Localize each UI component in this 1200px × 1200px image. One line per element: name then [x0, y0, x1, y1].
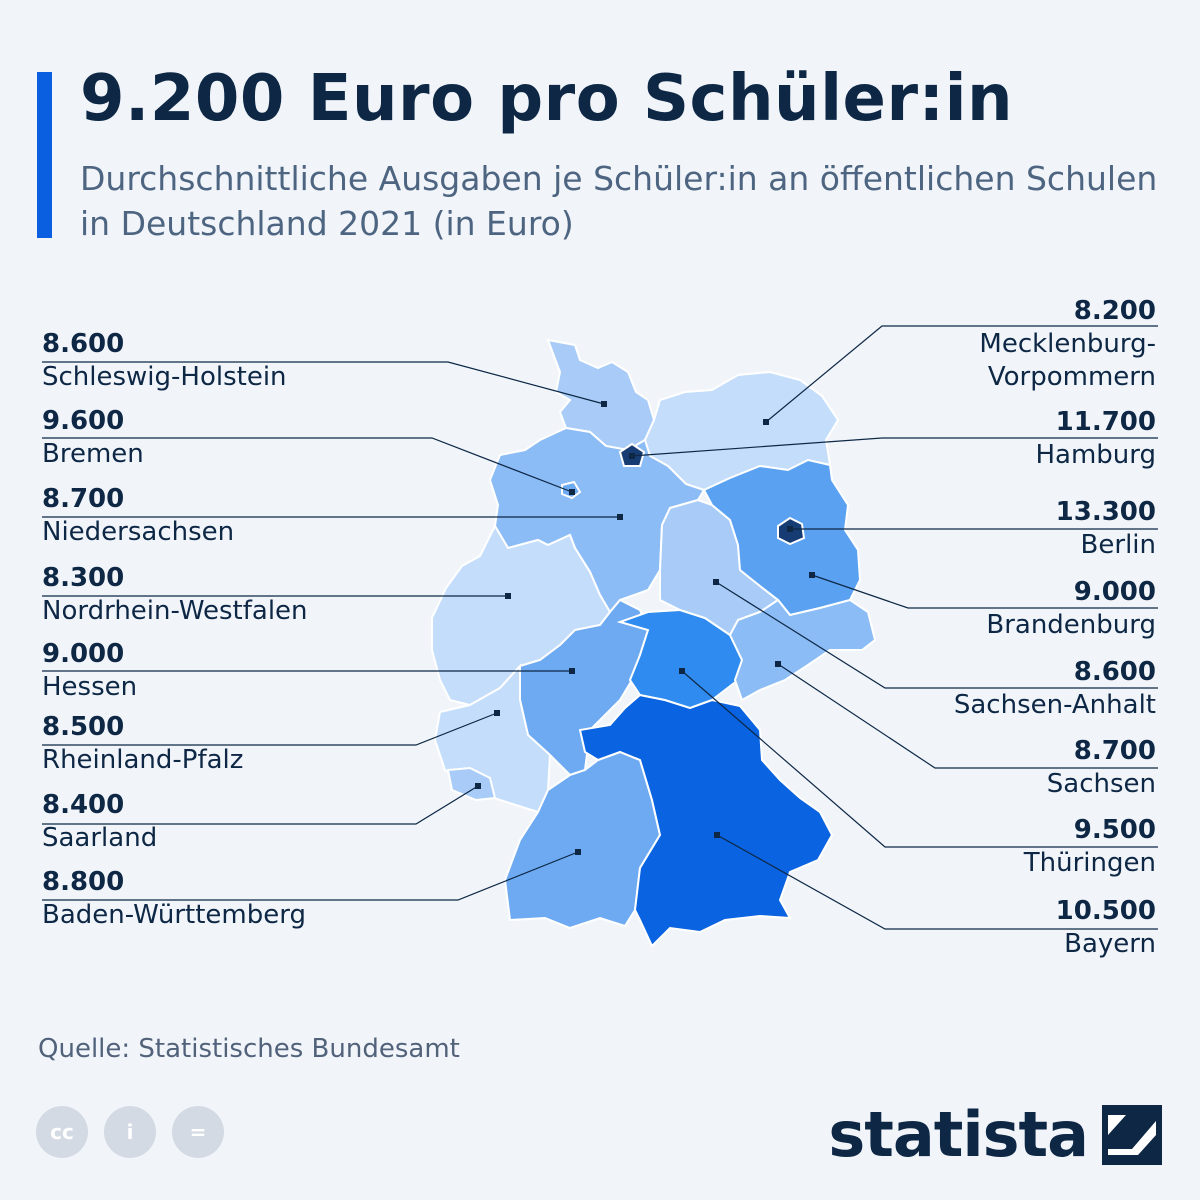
leader-hamburg — [631, 437, 1158, 457]
name-bayern: Bayern — [1064, 929, 1156, 959]
statista-logo[interactable]: statista — [828, 1098, 1162, 1171]
name-sachsen: Sachsen — [1046, 769, 1156, 799]
dot-bayern — [714, 832, 720, 838]
label-niedersachsen: 8.700 Niedersachsen — [42, 483, 234, 549]
label-sachsen-anhalt: 8.600 Sachsen-Anhalt — [954, 656, 1156, 722]
leader-saarland — [42, 785, 479, 825]
label-nrw: 8.300 Nordrhein-Westfalen — [42, 562, 308, 628]
dot-hessen — [569, 668, 575, 674]
name-nrw: Nordrhein-Westfalen — [42, 596, 308, 626]
statista-mark-icon — [1102, 1104, 1162, 1165]
name-niedersachsen: Niedersachsen — [42, 517, 235, 547]
dot-mecklenburg-vorpommern — [763, 419, 769, 425]
label-rheinland-pfalz: 8.500 Rheinland-Pfalz — [42, 711, 243, 777]
dot-sachsen — [775, 661, 781, 667]
value-bremen: 9.600 — [42, 406, 125, 436]
value-sachsen: 8.700 — [1073, 736, 1156, 766]
name-baden-wuerttemberg: Baden-Württemberg — [42, 900, 306, 930]
dot-brandenburg — [809, 572, 815, 578]
value-berlin: 13.300 — [1055, 497, 1156, 527]
label-hamburg: 11.700 Hamburg — [1035, 406, 1156, 472]
value-mecklenburg-vorpommern: 8.200 — [1073, 296, 1156, 326]
no-derivatives-icon[interactable]: = — [172, 1106, 224, 1158]
value-nrw: 8.300 — [42, 563, 125, 593]
name-rheinland-pfalz: Rheinland-Pfalz — [42, 745, 244, 775]
dot-baden-wuerttemberg — [575, 849, 581, 855]
value-hamburg: 11.700 — [1055, 407, 1156, 437]
cc-icon[interactable]: cc — [36, 1106, 88, 1158]
label-brandenburg: 9.000 Brandenburg — [986, 576, 1156, 642]
state-sachsen — [728, 598, 877, 702]
brand-name: statista — [828, 1098, 1089, 1171]
label-sachsen: 8.700 Sachsen — [1047, 735, 1156, 801]
leader-bremen — [42, 437, 573, 493]
value-rheinland-pfalz: 8.500 — [42, 712, 125, 742]
name-mecklenburg-vorpommern: Mecklenburg-Vorpommern — [979, 329, 1156, 392]
label-baden-wuerttemberg: 8.800 Baden-Württemberg — [42, 866, 306, 932]
dot-sachsen-anhalt — [713, 579, 719, 585]
dot-bremen — [569, 489, 575, 495]
value-schleswig-holstein: 8.600 — [42, 329, 125, 359]
title-accent-bar — [37, 72, 52, 238]
value-niedersachsen: 8.700 — [42, 484, 125, 514]
label-bremen: 9.600 Bremen — [42, 405, 144, 471]
dot-berlin — [787, 526, 793, 532]
dot-niedersachsen — [617, 514, 623, 520]
label-thueringen: 9.500 Thüringen — [1024, 814, 1156, 880]
name-berlin: Berlin — [1080, 530, 1156, 560]
page-title: 9.200 Euro pro Schüler:in — [80, 62, 1014, 136]
attribution-icon[interactable]: i — [104, 1106, 156, 1158]
name-hamburg: Hamburg — [1035, 440, 1156, 470]
label-bayern: 10.500 Bayern — [1056, 895, 1156, 961]
dot-saarland — [475, 783, 481, 789]
label-mecklenburg-vorpommern: 8.200 Mecklenburg-Vorpommern — [896, 295, 1156, 394]
name-saarland: Saarland — [42, 823, 158, 853]
name-bremen: Bremen — [42, 439, 144, 469]
name-brandenburg: Brandenburg — [986, 610, 1156, 640]
value-baden-wuerttemberg: 8.800 — [42, 867, 125, 897]
value-saarland: 8.400 — [42, 790, 125, 820]
name-thueringen: Thüringen — [1023, 848, 1156, 878]
value-sachsen-anhalt: 8.600 — [1073, 657, 1156, 687]
leader-thueringen — [681, 670, 1158, 848]
label-berlin: 13.300 Berlin — [1056, 496, 1156, 562]
leader-rheinland-pfalz — [42, 712, 498, 746]
leader-bayern — [716, 834, 1158, 930]
label-hessen: 9.000 Hessen — [42, 638, 137, 704]
label-saarland: 8.400 Saarland — [42, 789, 157, 855]
value-thueringen: 9.500 — [1073, 815, 1156, 845]
leader-baden-wuerttemberg — [42, 851, 579, 901]
label-schleswig-holstein: 8.600 Schleswig-Holstein — [42, 328, 287, 394]
name-schleswig-holstein: Schleswig-Holstein — [42, 362, 287, 392]
page-subtitle: Durchschnittliche Ausgaben je Schüler:in… — [80, 159, 1158, 243]
value-hessen: 9.000 — [42, 639, 125, 669]
state-saarland — [446, 766, 497, 802]
name-hessen: Hessen — [42, 672, 138, 702]
dot-schleswig-holstein — [601, 401, 607, 407]
dot-rheinland-pfalz — [494, 710, 500, 716]
value-brandenburg: 9.000 — [1073, 577, 1156, 607]
value-bayern: 10.500 — [1055, 896, 1156, 926]
leader-brandenburg — [811, 574, 1158, 609]
dot-thueringen — [679, 668, 685, 674]
source-note: Quelle: Statistisches Bundesamt — [38, 1034, 460, 1064]
leader-sachsen-anhalt — [715, 581, 1158, 689]
leader-mecklenburg-vorpommern — [765, 325, 1158, 423]
license-icons: cc i = — [36, 1106, 224, 1158]
leader-schleswig-holstein — [42, 361, 605, 405]
dot-hamburg — [629, 453, 635, 459]
name-sachsen-anhalt: Sachsen-Anhalt — [953, 690, 1156, 720]
leader-sachsen — [777, 663, 1158, 769]
dot-nrw — [505, 593, 511, 599]
